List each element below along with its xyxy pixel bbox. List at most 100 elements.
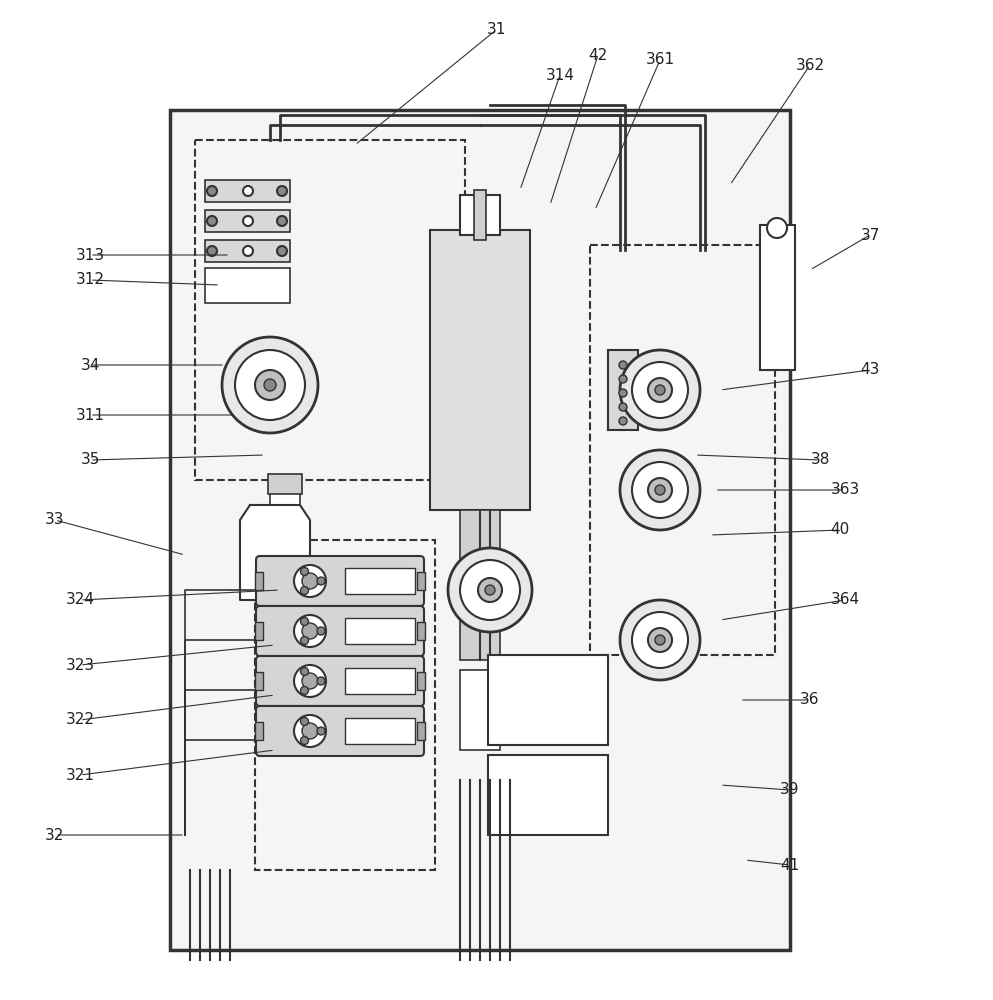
Polygon shape: [240, 505, 310, 600]
Text: 362: 362: [795, 57, 824, 73]
Circle shape: [301, 567, 309, 575]
Circle shape: [264, 379, 276, 391]
Text: 321: 321: [66, 768, 94, 782]
FancyBboxPatch shape: [256, 656, 424, 706]
Circle shape: [619, 361, 627, 369]
Circle shape: [478, 578, 502, 602]
Circle shape: [767, 218, 787, 238]
Circle shape: [460, 560, 520, 620]
Circle shape: [235, 350, 305, 420]
Text: 311: 311: [75, 408, 104, 422]
Bar: [590, 245, 775, 655]
Bar: [345, 618, 415, 644]
Circle shape: [655, 635, 665, 645]
Circle shape: [302, 573, 318, 589]
Circle shape: [243, 246, 253, 256]
Text: 324: 324: [66, 592, 94, 607]
Text: 37: 37: [860, 228, 880, 242]
Circle shape: [255, 370, 285, 400]
Circle shape: [655, 385, 665, 395]
Bar: [255, 572, 263, 590]
Circle shape: [294, 665, 326, 697]
Circle shape: [317, 727, 325, 735]
Text: 32: 32: [46, 828, 65, 842]
Bar: [760, 225, 795, 370]
Text: 39: 39: [780, 782, 799, 798]
Text: 42: 42: [589, 47, 608, 62]
Text: 35: 35: [80, 452, 99, 468]
FancyBboxPatch shape: [256, 706, 424, 756]
Bar: [608, 350, 638, 430]
Bar: [255, 672, 263, 690]
Text: 36: 36: [800, 692, 820, 708]
Text: 364: 364: [830, 592, 860, 607]
Bar: [417, 622, 425, 640]
Bar: [268, 474, 302, 494]
Text: 38: 38: [810, 452, 830, 468]
Bar: [260, 660, 420, 702]
Bar: [460, 510, 500, 580]
Bar: [205, 268, 290, 303]
Text: 43: 43: [860, 362, 880, 377]
Circle shape: [294, 715, 326, 747]
Circle shape: [619, 375, 627, 383]
Bar: [474, 190, 486, 240]
Text: 323: 323: [66, 658, 94, 672]
Circle shape: [620, 600, 700, 680]
Circle shape: [301, 687, 309, 695]
Circle shape: [632, 362, 688, 418]
Text: 361: 361: [645, 52, 674, 68]
Circle shape: [277, 186, 287, 196]
Bar: [205, 210, 290, 232]
Text: 314: 314: [545, 68, 575, 83]
Circle shape: [648, 378, 672, 402]
Text: 312: 312: [75, 272, 104, 288]
Circle shape: [301, 717, 309, 725]
Circle shape: [620, 350, 700, 430]
Bar: [417, 672, 425, 690]
Circle shape: [317, 577, 325, 585]
Bar: [270, 480, 300, 505]
Circle shape: [301, 617, 309, 625]
Circle shape: [301, 737, 309, 745]
Bar: [460, 195, 500, 235]
Bar: [195, 140, 465, 480]
Circle shape: [317, 677, 325, 685]
Bar: [417, 572, 425, 590]
Bar: [345, 668, 415, 694]
Circle shape: [301, 637, 309, 645]
Bar: [417, 722, 425, 740]
FancyBboxPatch shape: [256, 556, 424, 606]
Circle shape: [619, 403, 627, 411]
Circle shape: [294, 615, 326, 647]
Text: 34: 34: [80, 358, 99, 372]
Bar: [205, 240, 290, 262]
Bar: [345, 568, 415, 594]
Text: 363: 363: [830, 483, 860, 497]
Circle shape: [620, 450, 700, 530]
Bar: [260, 610, 420, 652]
Circle shape: [619, 417, 627, 425]
Circle shape: [207, 186, 217, 196]
Text: 33: 33: [46, 512, 65, 528]
Circle shape: [632, 462, 688, 518]
Circle shape: [619, 389, 627, 397]
Bar: [460, 670, 500, 750]
Bar: [460, 590, 500, 660]
Bar: [430, 230, 530, 510]
FancyBboxPatch shape: [256, 606, 424, 656]
Text: 313: 313: [75, 247, 104, 262]
Circle shape: [648, 478, 672, 502]
Circle shape: [294, 565, 326, 597]
Circle shape: [301, 667, 309, 675]
Text: 31: 31: [487, 22, 505, 37]
Circle shape: [207, 246, 217, 256]
Circle shape: [485, 585, 495, 595]
Circle shape: [277, 216, 287, 226]
Text: 40: 40: [830, 522, 850, 538]
Bar: [260, 560, 420, 602]
Text: 322: 322: [66, 712, 94, 728]
Circle shape: [243, 186, 253, 196]
Circle shape: [302, 673, 318, 689]
Circle shape: [302, 623, 318, 639]
